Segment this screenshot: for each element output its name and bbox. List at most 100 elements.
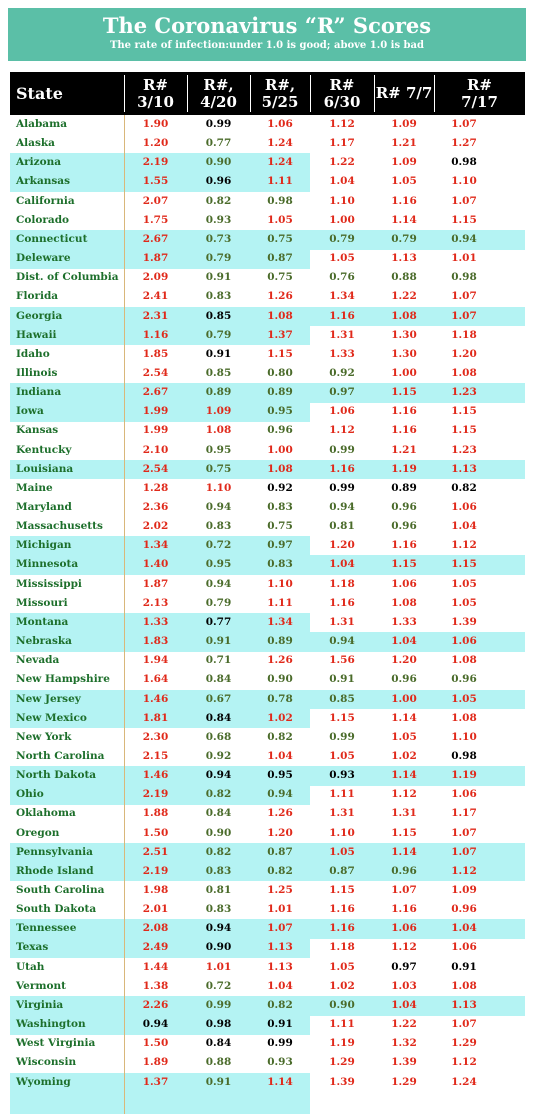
r-value-cell: 1.20 xyxy=(142,137,169,150)
r-value-cell: 1.20 xyxy=(451,347,477,360)
r-value-cell: 0.93 xyxy=(267,1056,293,1069)
r-value-cell: 0.99 xyxy=(205,118,232,130)
r-value-cell: 1.23 xyxy=(451,443,477,456)
r-value-cell: 1.22 xyxy=(329,156,355,169)
r-value-cell: 1.07 xyxy=(451,845,477,858)
row-highlight xyxy=(10,995,310,1016)
r-value-cell: 1.26 xyxy=(267,290,293,303)
table-row: Montana 1.33 0.77 1.34 1.31 1.33 1.39 xyxy=(10,613,525,632)
state-name: Maryland xyxy=(16,501,72,513)
r-value-cell: 1.14 xyxy=(391,213,417,226)
r-value-cell: 1.04 xyxy=(451,922,477,935)
state-name: West Virginia xyxy=(16,1037,96,1050)
r-value-cell: 0.95 xyxy=(267,405,293,418)
r-value-cell: 1.39 xyxy=(451,615,477,628)
r-value-cell: 1.08 xyxy=(267,309,293,322)
r-value-cell: 0.98 xyxy=(451,271,477,284)
row-highlight xyxy=(310,766,525,786)
row-highlight xyxy=(10,785,310,805)
r-value-cell: 1.13 xyxy=(451,462,477,475)
row-highlight xyxy=(10,229,310,250)
row-highlight xyxy=(10,249,310,269)
r-value-cell: 1.40 xyxy=(142,558,169,571)
r-value-cell: 1.04 xyxy=(267,749,293,762)
row-highlight xyxy=(310,861,525,882)
r-value-cell: 1.94 xyxy=(142,654,169,667)
r-value-cell: 1.07 xyxy=(267,922,293,935)
r-value-cell: 0.75 xyxy=(267,520,293,533)
r-value-cell: 0.87 xyxy=(267,845,293,858)
state-name: Deleware xyxy=(16,252,71,265)
state-name: Rhode Island xyxy=(16,864,94,877)
r-value-cell: 1.39 xyxy=(391,1056,417,1069)
r-value-cell: 0.98 xyxy=(205,1018,232,1031)
r-value-cell: 1.06 xyxy=(267,118,293,130)
r-value-cell: 1.75 xyxy=(142,213,169,226)
table-row: Hawaii 1.16 0.79 1.37 1.31 1.30 1.18 xyxy=(10,326,525,345)
r-value-cell: 0.83 xyxy=(267,501,293,513)
table-row: Colorado 1.75 0.93 1.05 1.00 1.14 1.15 xyxy=(10,211,525,230)
r-value-cell: 1.16 xyxy=(391,405,417,418)
r-value-cell: 1.21 xyxy=(391,137,417,150)
r-value-cell: 0.78 xyxy=(267,692,293,705)
table-row: Kentucky 2.10 0.95 1.00 0.99 1.21 1.23 xyxy=(10,441,525,460)
r-value-cell: 1.16 xyxy=(391,424,417,437)
state-name: Massachusetts xyxy=(16,520,103,533)
r-value-cell: 2.09 xyxy=(142,271,169,284)
r-value-cell: 1.00 xyxy=(391,692,417,705)
state-name: South Dakota xyxy=(16,903,97,916)
table-row: Iowa 1.99 1.09 0.95 1.06 1.16 1.15 xyxy=(10,402,525,421)
r-value-cell: 1.16 xyxy=(329,309,355,322)
r-value-cell: 1.07 xyxy=(451,309,477,322)
r-value-cell: 1.33 xyxy=(329,347,355,360)
r-value-cell: 1.20 xyxy=(267,826,293,839)
table-row: Missouri 2.13 0.79 1.11 1.16 1.08 1.05 xyxy=(10,594,525,613)
r-value-cell: 1.08 xyxy=(391,596,417,609)
r-value-cell: 1.13 xyxy=(267,941,293,954)
r-value-cell: 1.08 xyxy=(451,979,477,992)
r-value-cell: 0.75 xyxy=(267,271,293,284)
col-header-7-7: R# 7/7 xyxy=(375,84,433,102)
r-value-cell: 1.02 xyxy=(329,979,355,992)
r-value-cell: 1.64 xyxy=(142,673,169,686)
r-value-cell: 1.05 xyxy=(391,175,417,188)
r-value-cell: 1.16 xyxy=(329,462,355,475)
state-name: Wisconsin xyxy=(16,1056,77,1069)
r-value-cell: 1.05 xyxy=(267,213,293,226)
r-value-cell: 1.24 xyxy=(451,1075,477,1088)
r-value-cell: 1.27 xyxy=(451,137,477,150)
r-value-cell: 0.99 xyxy=(205,998,232,1011)
r-value-cell: 0.77 xyxy=(205,137,232,150)
state-name: New York xyxy=(16,730,72,743)
r-value-cell: 2.67 xyxy=(142,232,169,245)
r-value-cell: 1.15 xyxy=(329,884,355,896)
table-row: Arkansas 1.55 0.96 1.11 1.04 1.05 1.10 xyxy=(10,172,525,191)
state-name: Oklahoma xyxy=(16,807,76,820)
table-row: New Mexico 1.81 0.84 1.02 1.15 1.14 1.08 xyxy=(10,709,525,728)
r-value-cell: 2.67 xyxy=(142,386,169,399)
r-value-cell: 0.75 xyxy=(205,462,232,475)
state-name: Vermont xyxy=(16,979,66,992)
r-value-cell: 1.19 xyxy=(329,1037,355,1050)
r-value-cell: 0.92 xyxy=(205,749,232,762)
state-name: South Carolina xyxy=(16,884,105,896)
r-value-cell: 0.95 xyxy=(205,443,232,456)
r-value-cell: 1.10 xyxy=(329,826,355,839)
r-value-cell: 1.01 xyxy=(205,960,232,973)
r-value-cell: 1.14 xyxy=(267,1075,293,1088)
r-value-cell: 1.50 xyxy=(142,826,169,839)
r-value-cell: 0.87 xyxy=(329,864,355,877)
table-row: Connecticut 2.67 0.73 0.75 0.79 0.79 0.94 xyxy=(10,230,525,249)
r-value-cell: 0.85 xyxy=(205,309,232,322)
r-value-cell: 0.76 xyxy=(329,271,355,284)
r-value-cell: 1.11 xyxy=(329,788,355,801)
r-value-cell: 1.09 xyxy=(391,156,417,169)
row-highlight xyxy=(10,689,310,710)
r-value-cell: 1.08 xyxy=(451,711,477,724)
r-value-cell: 1.10 xyxy=(205,481,232,494)
table-row: Louisiana 2.54 0.75 1.08 1.16 1.19 1.13 xyxy=(10,460,525,479)
table-row: South Carolina 1.98 0.81 1.25 1.15 1.07 1.09 xyxy=(10,881,525,900)
r-value-cell: 2.54 xyxy=(142,462,169,475)
r-value-cell: 0.96 xyxy=(451,903,477,916)
r-value-cell: 0.80 xyxy=(267,366,293,379)
